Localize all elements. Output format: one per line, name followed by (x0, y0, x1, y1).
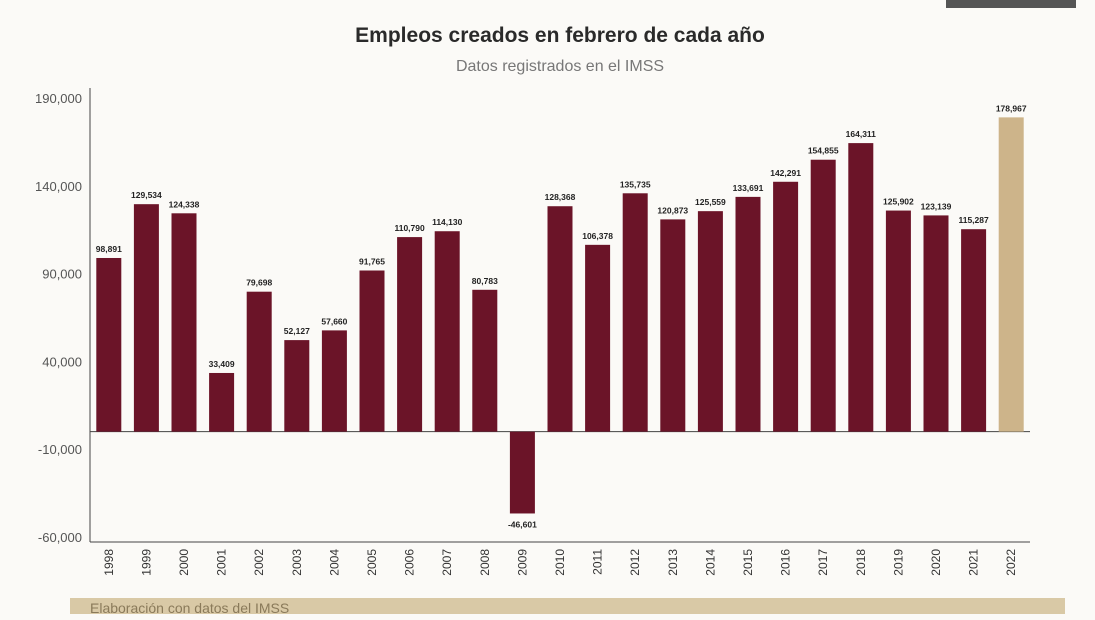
bar-2005 (359, 270, 385, 432)
x-tick-label: 2006 (403, 549, 417, 576)
y-tick-label: 190,000 (35, 91, 82, 106)
data-label: 91,765 (359, 257, 385, 267)
data-label: 110,790 (394, 223, 425, 233)
bar-2018 (848, 143, 874, 432)
x-tick-label: 2005 (365, 549, 379, 576)
bar-2004 (321, 330, 347, 432)
data-label: 79,698 (246, 278, 272, 288)
x-tick-label: 2012 (628, 549, 642, 576)
x-tick-label: 1998 (102, 549, 116, 576)
data-label: 80,783 (472, 276, 498, 286)
x-tick-label: 2009 (515, 549, 529, 576)
bar-2015 (735, 196, 761, 432)
data-label: 125,902 (883, 197, 914, 207)
x-tick-label: 2014 (703, 549, 717, 576)
bar-2011 (585, 244, 611, 432)
data-label: 114,130 (432, 217, 463, 227)
bar-2017 (810, 159, 836, 432)
data-label: 123,139 (921, 201, 952, 211)
x-tick-label: 2015 (741, 549, 755, 576)
data-label: 52,127 (284, 326, 310, 336)
data-label: 57,660 (321, 316, 347, 326)
x-tick-label: 2002 (252, 549, 266, 576)
bar-chart: 190,000 140,000 90,000 40,000 -10,000 -60,000… (35, 88, 1030, 576)
data-label: 133,691 (733, 183, 764, 193)
bar-2019 (885, 210, 911, 432)
x-tick-label: 2000 (177, 549, 191, 576)
x-tick-label: 2013 (666, 549, 680, 576)
x-tick-label: 2004 (327, 549, 341, 576)
data-label: 120,873 (657, 205, 688, 215)
bar-2022 (998, 117, 1024, 432)
x-tick-label: 2021 (967, 549, 981, 576)
footer-note: Elaboración con datos del IMSS (90, 600, 290, 616)
y-tick-label: -10,000 (38, 442, 82, 457)
data-label: 154,855 (808, 146, 839, 156)
data-label: 128,368 (545, 192, 576, 202)
x-tick-label: 2020 (929, 549, 943, 576)
x-tick-label: 2003 (290, 549, 304, 576)
data-label: 142,291 (770, 168, 801, 178)
bar-1999 (133, 204, 159, 432)
bar-2016 (773, 181, 799, 432)
x-tick-label: 1999 (139, 549, 153, 576)
data-label: 129,534 (131, 190, 162, 200)
bar-2001 (209, 372, 235, 432)
bar-2003 (284, 340, 310, 432)
top-bar (946, 0, 1076, 8)
bar-2002 (246, 291, 272, 432)
footer-bar (70, 598, 1065, 614)
x-tick-label: 2008 (478, 549, 492, 576)
data-label: 125,559 (695, 197, 726, 207)
y-tick-label: 90,000 (42, 267, 82, 282)
bar-2009 (509, 431, 535, 514)
bar-2008 (472, 289, 498, 432)
bar-2020 (923, 215, 949, 432)
bar-2000 (171, 213, 197, 432)
chart-title: Empleos creados en febrero de cada año (355, 24, 765, 47)
data-label: -46,601 (508, 519, 537, 529)
data-label: 106,378 (582, 231, 613, 241)
bar-2006 (397, 237, 423, 432)
data-label: 33,409 (209, 359, 235, 369)
data-label: 135,735 (620, 179, 651, 189)
x-tick-label: 2017 (816, 549, 830, 576)
x-tick-label: 2016 (779, 549, 793, 576)
bar-2010 (547, 206, 573, 432)
chart-subtitle: Datos registrados en el IMSS (455, 58, 665, 75)
data-label: 178,967 (996, 103, 1027, 113)
bar-1998 (96, 257, 122, 432)
x-tick-label: 2019 (891, 549, 905, 576)
x-tick-label: 2007 (440, 549, 454, 576)
data-label: 98,891 (96, 244, 122, 254)
data-label: 164,311 (846, 129, 877, 139)
data-label: 124,338 (169, 199, 200, 209)
y-tick-label: 140,000 (35, 179, 82, 194)
x-tick-label: 2010 (553, 549, 567, 576)
bar-2007 (434, 231, 460, 432)
bar-2012 (622, 193, 648, 432)
x-tick-label: 2011 (591, 549, 605, 575)
x-tick-label: 2001 (215, 549, 229, 576)
x-tick-label: 2018 (854, 549, 868, 576)
bar-2021 (961, 229, 987, 432)
bar-2013 (660, 219, 686, 432)
y-tick-label: 40,000 (42, 354, 82, 369)
y-tick-label: -60,000 (38, 530, 82, 545)
data-label: 115,287 (958, 215, 989, 225)
bar-2014 (697, 211, 723, 432)
x-tick-label: 2022 (1004, 549, 1018, 576)
